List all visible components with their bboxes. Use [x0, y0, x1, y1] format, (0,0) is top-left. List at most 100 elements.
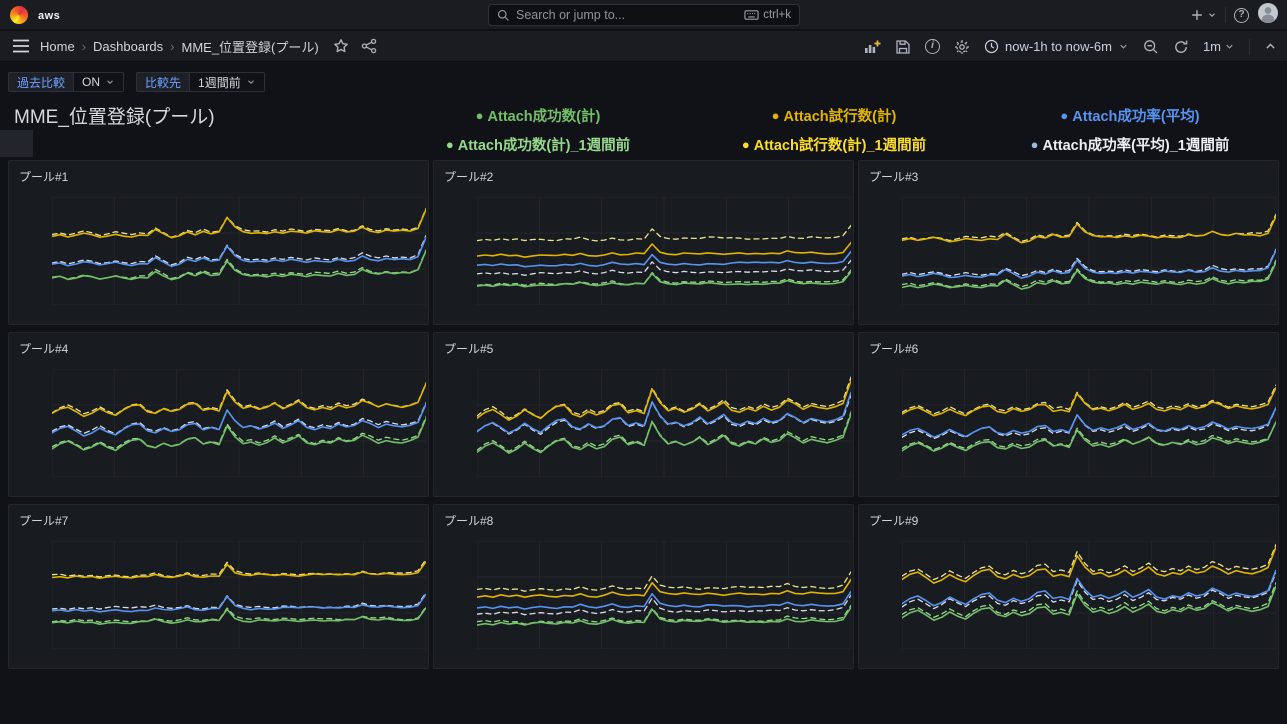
help-icon[interactable]: ?: [1234, 7, 1249, 23]
refresh-interval-dropdown[interactable]: 1m: [1203, 39, 1235, 54]
series-line: [902, 386, 1276, 417]
chart-panel: プール#2: [433, 160, 854, 325]
divider: [1225, 7, 1226, 23]
refresh-icon[interactable]: [1173, 39, 1189, 55]
series-line: [902, 421, 1276, 452]
panel-title[interactable]: プール#3: [869, 170, 919, 184]
series-line: [52, 208, 426, 239]
series-line: [902, 546, 1276, 584]
chart-panel: プール#6: [858, 332, 1279, 497]
time-series-plot[interactable]: [902, 541, 1276, 649]
legend-label: Attach成功率(平均): [1072, 109, 1200, 125]
chevron-down-icon: [105, 77, 115, 87]
panel-title[interactable]: プール#6: [869, 342, 919, 356]
search-shortcut: ctrl+k: [744, 9, 791, 21]
time-series-plot[interactable]: [477, 369, 851, 477]
zoom-out-time-icon[interactable]: [1143, 39, 1159, 55]
time-series-plot[interactable]: [902, 369, 1276, 477]
chevron-down-icon: [1224, 41, 1235, 52]
refresh-interval-label: 1m: [1202, 39, 1221, 54]
breadcrumb-dashboards[interactable]: Dashboards: [93, 38, 164, 54]
save-dashboard-icon[interactable]: [895, 39, 911, 55]
menu-toggle-icon[interactable]: [12, 39, 30, 53]
series-line: [477, 606, 851, 626]
chevron-down-icon: [1118, 41, 1129, 52]
series-line: [52, 382, 426, 416]
panel-title[interactable]: プール#4: [19, 342, 69, 356]
time-series-plot[interactable]: [477, 541, 851, 649]
series-line: [52, 207, 426, 238]
series-line: [477, 224, 851, 242]
legend-label: Attach成功数(計)_1週間前: [457, 138, 631, 154]
legend-bullet-icon: ●: [475, 108, 484, 123]
series-line: [52, 249, 426, 281]
time-series-plot[interactable]: [52, 369, 426, 477]
user-avatar[interactable]: [1257, 2, 1279, 29]
panel-title[interactable]: プール#8: [444, 514, 494, 528]
series-line: [477, 269, 851, 287]
top-bar: aws Search or jump to... ctrl+k: [0, 0, 1287, 36]
panel-title[interactable]: プール#7: [19, 514, 69, 528]
series-line: [52, 592, 426, 611]
series-line: [902, 249, 1276, 279]
chart-panel: プール#9: [858, 504, 1279, 669]
aws-logo: aws: [38, 6, 64, 36]
series-line: [902, 571, 1276, 610]
breadcrumb-current[interactable]: MME_位置登録(プール): [181, 39, 319, 55]
dashboard-settings-gear-icon[interactable]: [954, 39, 970, 55]
time-series-plot[interactable]: [52, 541, 426, 649]
collapse-toolbar-icon[interactable]: [1264, 40, 1277, 53]
legend-bullet-icon: ●: [741, 137, 750, 152]
compare-target-label: 比較先: [136, 72, 190, 92]
series-line: [477, 594, 851, 616]
compare-variable-label: 過去比較: [8, 72, 74, 92]
time-range-picker[interactable]: now-1h to now-6m: [984, 39, 1129, 54]
time-series-plot[interactable]: [52, 197, 426, 305]
add-menu-button[interactable]: [1190, 8, 1217, 22]
series-line: [477, 270, 851, 288]
breadcrumb: Home › Dashboards › MME_位置登録(プール): [40, 37, 319, 56]
topbar-actions: ?: [1190, 0, 1279, 30]
time-series-plot[interactable]: [477, 197, 851, 305]
add-panel-icon[interactable]: [864, 39, 881, 55]
series-line: [902, 543, 1276, 581]
compare-variable-value: ON: [82, 75, 101, 89]
search-input[interactable]: Search or jump to... ctrl+k: [488, 4, 800, 26]
shortcut-label: ctrl+k: [763, 9, 791, 21]
series-line: [52, 417, 426, 452]
panel-title[interactable]: プール#5: [444, 342, 494, 356]
legend-item: ● Attach試行数(計)_1週間前: [686, 130, 982, 159]
keyboard-icon: [744, 9, 759, 21]
series-line: [477, 259, 851, 276]
time-series-plot[interactable]: [902, 197, 1276, 305]
compare-variable: 過去比較 ON: [8, 72, 125, 92]
legend-label: Attach成功数(計): [487, 109, 601, 125]
series-line: [477, 241, 851, 259]
legend-item: ● Attach成功数(計): [390, 101, 686, 130]
panel-title[interactable]: プール#1: [19, 170, 69, 184]
compare-variable-dropdown[interactable]: ON: [73, 72, 125, 92]
breadcrumb-home[interactable]: Home: [40, 38, 75, 54]
compare-target-dropdown[interactable]: 1週間前: [189, 72, 265, 92]
series-line: [477, 391, 851, 434]
legend-bullet-icon: ●: [1030, 137, 1039, 152]
series-line: [902, 569, 1276, 607]
time-range-label: now-1h to now-6m: [1004, 39, 1112, 54]
panel-fragment: [0, 130, 33, 157]
legend-item: ● Attach成功率(平均): [982, 101, 1278, 130]
share-icon[interactable]: [361, 38, 377, 54]
chart-panel: プール#4: [8, 332, 429, 497]
search-icon: [497, 9, 510, 22]
series-line: [477, 571, 851, 592]
panel-title[interactable]: プール#2: [444, 170, 494, 184]
legend-label: Attach成功率(平均)_1週間前: [1042, 138, 1230, 154]
grafana-logo-icon[interactable]: [10, 6, 28, 24]
series-line: [52, 403, 426, 437]
favorite-star-icon[interactable]: [333, 38, 349, 54]
legend-block: ● Attach成功数(計) ● Attach試行数(計) ● Attach成功率(平均)…: [390, 101, 1278, 159]
search-placeholder: Search or jump to...: [516, 8, 626, 22]
dashboard-insights-icon[interactable]: i: [924, 39, 940, 54]
panel-title[interactable]: プール#9: [869, 514, 919, 528]
legend-bullet-icon: ●: [445, 137, 454, 152]
